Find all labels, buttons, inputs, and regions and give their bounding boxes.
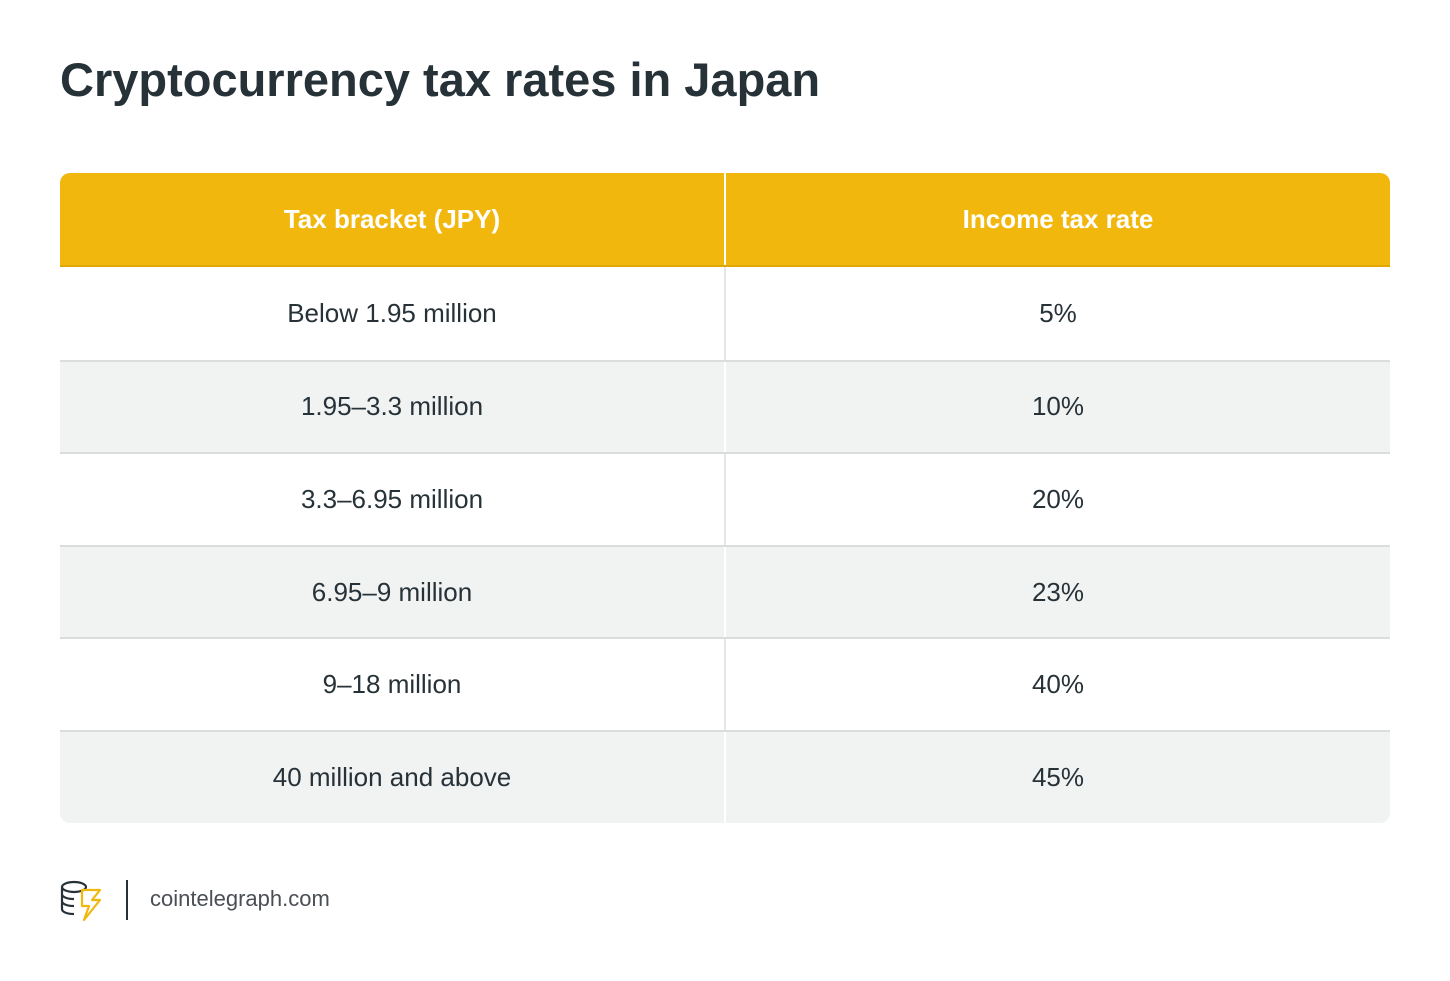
table-cell: 6.95–9 million [311,576,473,607]
table-cell: 3.3–6.95 million [300,483,484,514]
table-row: 3.3–6.95 million 20% [60,452,1390,545]
source: cointelegraph.com [150,886,330,911]
table-cell: 20% [724,454,1390,545]
table-cell: 1.95–3.3 million [300,391,484,422]
table-cell: 5% [724,267,1390,360]
table: Tax bracket (JPY) Income tax rate Below 1.… [60,173,1390,823]
table-cell: 9–18 million [322,669,462,700]
table-cell: 10% [724,361,1390,453]
table-row: 40 million and above 45% [60,729,1390,823]
title: Cryptocurrency tax rates in Japan [60,53,821,106]
table-row: 1.95–3.3 million 10% [60,359,1390,453]
table-row: 6.95–9 million 23% [60,544,1390,638]
table-cell: 40 million and above [272,761,512,792]
table-row: 9–18 million 40% [60,637,1390,730]
logo [60,880,128,922]
header-cell: Tax bracket (JPY) [283,203,501,234]
header-cell: Income tax rate [724,173,1390,265]
table-cell: 40% [724,639,1390,730]
table-cell: 23% [724,546,1390,638]
header-row: Tax bracket (JPY) Income tax rate [60,173,1390,267]
table-cell: 45% [724,731,1390,823]
table-row: Below 1.95 million 5% [60,267,1390,360]
table-cell: Below 1.95 million [287,297,497,328]
